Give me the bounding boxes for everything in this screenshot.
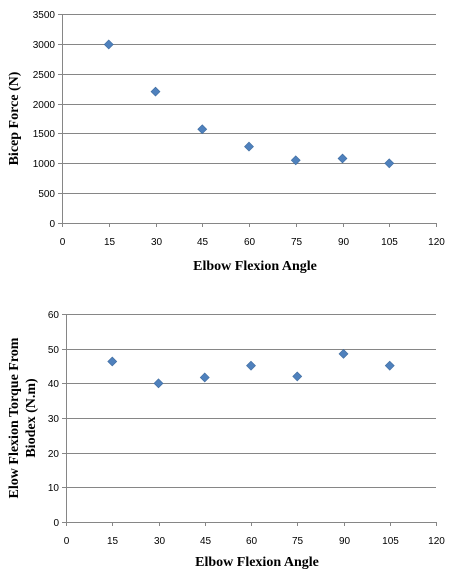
x-tick-label: 60	[246, 536, 258, 547]
data-point	[337, 153, 348, 164]
data-point	[384, 360, 395, 371]
y-tick-label: 20	[48, 449, 60, 460]
y-tick-label: 500	[38, 189, 55, 200]
data-point	[384, 158, 395, 169]
data-point	[103, 39, 114, 50]
x-tick-label: 90	[339, 536, 351, 547]
data-point	[197, 124, 208, 135]
y-tick-label: 30	[48, 414, 60, 425]
y-tick-label: 1500	[33, 129, 56, 140]
y-tick-label: 3500	[33, 10, 56, 21]
x-tick-label: 75	[292, 536, 304, 547]
x-tick-label: 105	[382, 536, 399, 547]
x-tick-label: 45	[200, 536, 212, 547]
y-tick-label: 0	[53, 518, 59, 529]
x-tick-label: 60	[244, 237, 256, 248]
y-tick-label: 40	[48, 379, 60, 390]
data-point	[290, 155, 301, 166]
y-tick-label: 0	[49, 219, 55, 230]
y-tick-label: 1000	[33, 159, 56, 170]
data-point	[107, 356, 118, 367]
x-tick-label: 15	[107, 536, 119, 547]
data-point	[150, 86, 161, 97]
data-point	[199, 372, 210, 383]
x-tick-label: 30	[151, 237, 163, 248]
x-tick-label: 45	[197, 237, 209, 248]
y-axis-title: Bicep Force (N)	[7, 71, 22, 165]
x-axis-title: Elbow Flexion Angle	[195, 555, 319, 570]
flexion-torque-chart: 0 10 20 30 40 50 60 0 15 30 45 60 75 90 105 120 Elbow Fl…	[7, 310, 445, 570]
x-tick-label: 30	[154, 536, 166, 547]
x-tick-label: 120	[428, 237, 445, 248]
y-axis-title: Biodex (N.m)	[24, 378, 39, 458]
data-point	[153, 378, 164, 389]
data-point	[246, 360, 256, 371]
y-tick-label: 3000	[33, 40, 56, 51]
data-point	[244, 141, 254, 152]
x-axis-title: Elbow Flexion Angle	[193, 259, 317, 274]
x-tick-label: 120	[428, 536, 445, 547]
bicep-force-chart: 0 500 1000 1500 2000 2500 3000 3500 0 15 30 45 60 75 9…	[7, 10, 445, 274]
x-tick-label: 90	[338, 237, 350, 248]
data-point	[292, 371, 303, 382]
y-tick-label: 2500	[33, 70, 56, 81]
y-tick-label: 2000	[33, 100, 56, 111]
data-point	[338, 348, 349, 359]
x-tick-label: 105	[381, 237, 398, 248]
x-tick-label: 0	[64, 536, 70, 547]
x-tick-label: 0	[60, 237, 66, 248]
x-tick-label: 75	[291, 237, 303, 248]
y-axis-title: Elow Flexion Torque From	[7, 337, 22, 498]
y-tick-label: 60	[48, 310, 60, 321]
y-tick-label: 10	[48, 483, 60, 494]
y-tick-label: 50	[48, 345, 60, 356]
x-tick-label: 15	[104, 237, 116, 248]
